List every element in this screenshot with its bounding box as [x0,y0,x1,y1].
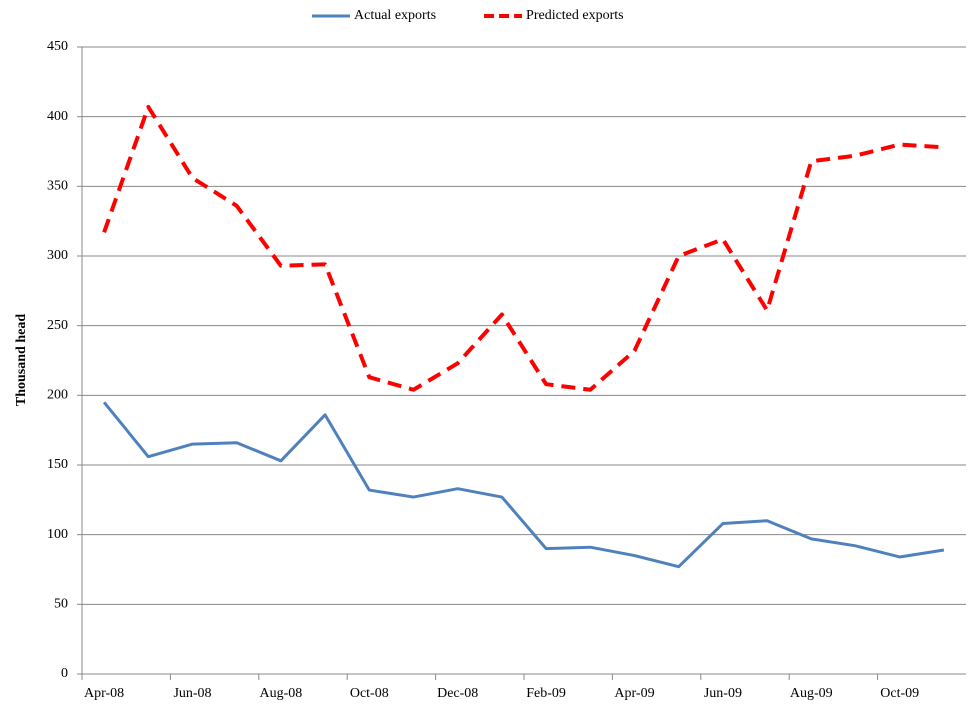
x-tick-label: Feb-09 [526,686,566,701]
x-tick-label: Aug-09 [790,686,833,701]
x-tick-label: Dec-08 [437,686,478,701]
x-tick-label: Oct-09 [880,686,919,701]
x-tick-label: Apr-08 [84,686,124,701]
y-tick-label: 400 [47,109,68,124]
x-tick-label: Apr-09 [614,686,654,701]
series-line [102,401,945,569]
x-tick-label: Jun-09 [704,686,742,701]
series-line [102,104,945,392]
x-tick-label: Aug-08 [260,686,303,701]
y-tick-label: 350 [47,179,68,194]
y-tick-label: 100 [47,527,68,542]
x-tick-label: Oct-08 [350,686,389,701]
y-tick-label: 50 [54,597,68,612]
y-tick-label: 200 [47,388,68,403]
x-tick-label: Jun-08 [173,686,211,701]
y-tick-label: 250 [47,318,68,333]
legend-label: Predicted exports [526,8,624,23]
legend-label: Actual exports [354,8,436,23]
y-tick-label: 450 [47,39,68,54]
y-tick-label: 300 [47,248,68,263]
y-tick-label: 150 [47,457,68,472]
y-axis-label: Thousand head [14,314,29,406]
y-tick-label: 0 [61,666,68,681]
